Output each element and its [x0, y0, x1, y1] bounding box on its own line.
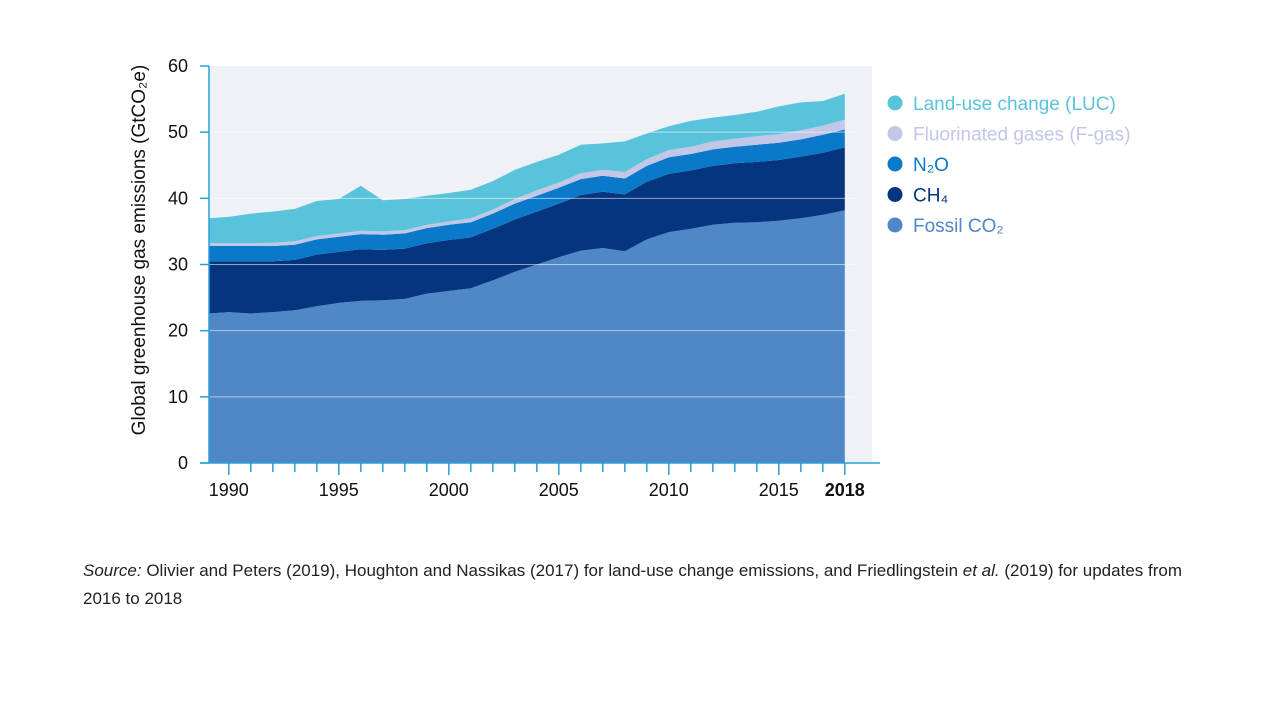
emissions-chart: 0 10 20 30 40 50 60 1990 1995 2000 2005 2010 2015 20…: [129, 56, 1131, 500]
y-tick-label: 50: [168, 122, 188, 142]
y-axis-label: Global greenhouse gas emissions (GtCO₂e): [129, 65, 150, 436]
x-tick-label: 2010: [649, 480, 689, 500]
source-etal: et al.: [962, 561, 1000, 580]
legend-entry: Fluorinated gases (F-gas): [913, 125, 1131, 146]
x-tick-label: 1990: [209, 480, 249, 500]
y-tick-label: 40: [168, 188, 188, 208]
legend-entry: N₂O: [913, 155, 949, 176]
source-label: Source:: [83, 561, 142, 580]
area-series-4: [209, 93, 845, 244]
gridlines: [209, 131, 857, 398]
x-tick-label: 2000: [429, 480, 469, 500]
x-tick-label: 1995: [319, 480, 359, 500]
y-tick-label: 20: [168, 321, 188, 341]
legend: Land-use change (LUC) Fluorinated gases (…: [887, 94, 1131, 237]
x-ticks: 1990 1995 2000 2005 2010 2015 2018: [209, 463, 865, 500]
x-tick-label: 2018: [825, 480, 865, 500]
legend-swatch: [887, 95, 903, 111]
y-tick-label: 10: [168, 387, 188, 407]
y-tick-label: 60: [168, 56, 188, 76]
legend-swatch: [887, 187, 903, 202]
stacked-areas: [209, 93, 845, 463]
legend-swatch: [887, 217, 903, 233]
area-series-2: [209, 129, 845, 262]
y-tick-label: 0: [178, 453, 188, 473]
y-ticks: 0 10 20 30 40 50 60: [168, 56, 209, 473]
legend-swatch: [887, 126, 903, 141]
source-note: Source: Olivier and Peters (2019), Hough…: [83, 557, 1193, 613]
legend-entry: Fossil CO₂: [913, 216, 1004, 237]
source-text-1: Olivier and Peters (2019), Houghton and …: [141, 561, 963, 580]
legend-entry: CH₄: [913, 186, 948, 207]
area-series-1: [209, 147, 845, 314]
area-series-0: [209, 210, 845, 463]
x-tick-label: 2005: [539, 480, 579, 500]
source-text-2: (2019) for updates from 2016 to 2018: [83, 561, 1182, 608]
legend-entry: Land-use change (LUC): [913, 94, 1116, 115]
y-tick-label: 30: [168, 255, 188, 275]
x-tick-label: 2015: [759, 480, 799, 500]
area-series-3: [209, 119, 845, 246]
legend-swatch: [887, 156, 903, 172]
